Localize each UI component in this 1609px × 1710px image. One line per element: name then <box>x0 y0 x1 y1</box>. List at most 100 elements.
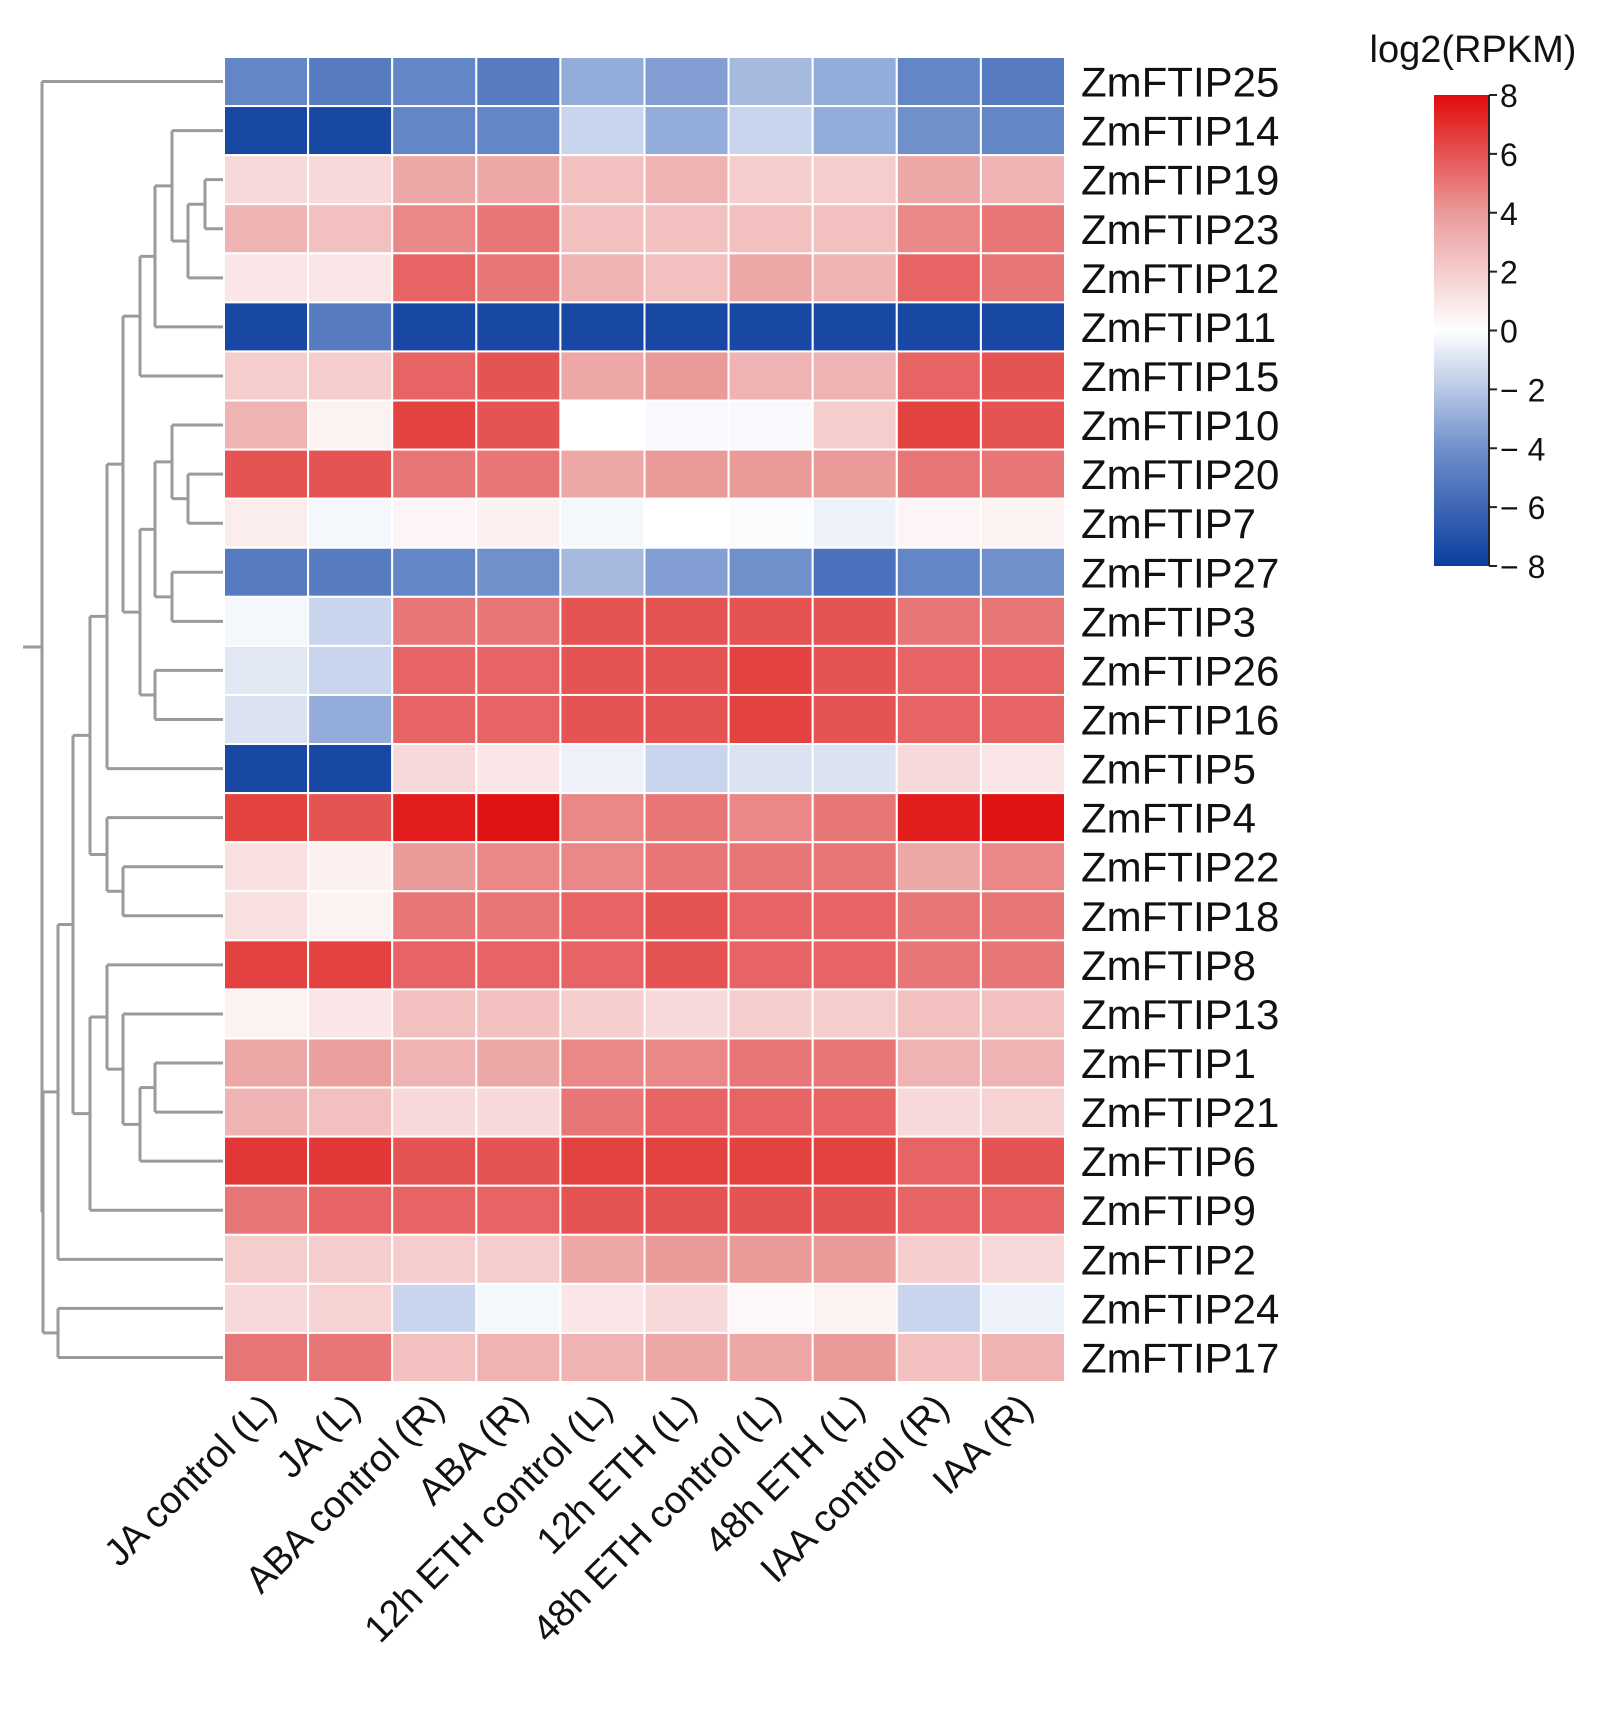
heatmap-cell <box>643 1037 730 1089</box>
heatmap-cell <box>895 350 982 402</box>
heatmap-cell <box>895 841 982 893</box>
heatmap-cell <box>979 644 1067 696</box>
heatmap-cell <box>475 497 562 549</box>
heatmap-cell <box>307 497 394 549</box>
heatmap-cell <box>811 105 898 157</box>
row-label: ZmFTIP9 <box>1081 1187 1256 1234</box>
heatmap-cell <box>307 693 394 746</box>
heatmap-cell <box>643 792 730 844</box>
colorbar-tick-label: − 6 <box>1500 490 1545 526</box>
heatmap-cell <box>559 939 646 991</box>
heatmap-cell <box>727 1282 814 1334</box>
row-label: ZmFTIP20 <box>1081 451 1279 498</box>
colorbar-tick-label: 8 <box>1500 78 1518 114</box>
heatmap-cell <box>643 743 730 795</box>
column-labels: JA control (L)JA (L)ABA control (R)ABA (… <box>96 1387 1041 1651</box>
heatmap-cell <box>307 448 394 500</box>
heatmap-cell <box>223 693 310 746</box>
heatmap-cell <box>475 743 562 795</box>
heatmap-cell <box>559 546 646 598</box>
heatmap-cell <box>391 105 478 157</box>
heatmap-cell <box>979 792 1067 844</box>
heatmap-cell <box>223 399 310 451</box>
heatmap-cell <box>979 890 1067 942</box>
heatmap-cell <box>643 497 730 549</box>
heatmap-cell <box>475 1135 562 1187</box>
heatmap-cell <box>979 399 1067 451</box>
heatmap-cell <box>811 1086 898 1138</box>
heatmap-cell <box>895 743 982 795</box>
heatmap-cell <box>559 350 646 402</box>
heatmap-cell <box>979 203 1067 255</box>
heatmap-cell <box>727 988 814 1040</box>
heatmap-cell <box>559 154 646 206</box>
heatmap-cell <box>643 988 730 1040</box>
heatmap-cell <box>895 203 982 255</box>
heatmap-cell <box>979 1331 1067 1383</box>
heatmap-cell <box>307 939 394 991</box>
heatmap-cell <box>643 595 730 647</box>
heatmap-cell <box>307 203 394 255</box>
heatmap-cell <box>559 841 646 893</box>
heatmap-cell <box>475 154 562 206</box>
heatmap-cell <box>727 56 814 108</box>
heatmap-cell <box>811 841 898 893</box>
heatmap-cell <box>475 203 562 255</box>
heatmap-cell <box>475 792 562 844</box>
heatmap-cell <box>223 1233 310 1285</box>
heatmap-cell <box>979 497 1067 549</box>
heatmap-cell <box>895 644 982 696</box>
heatmap-cell <box>391 939 478 991</box>
heatmap-cell <box>391 497 478 549</box>
heatmap-cell <box>979 56 1067 108</box>
heatmap-cell <box>811 939 898 991</box>
heatmap-cell <box>895 792 982 844</box>
heatmap-cell <box>643 1331 730 1383</box>
heatmap-cell <box>811 350 898 402</box>
heatmap-cell <box>979 1233 1067 1285</box>
heatmap-cell <box>979 1135 1067 1187</box>
row-label: ZmFTIP22 <box>1081 844 1279 891</box>
row-label: ZmFTIP2 <box>1081 1236 1256 1283</box>
heatmap-cell <box>391 1282 478 1334</box>
heatmap-cell <box>475 546 562 598</box>
heatmap-cell <box>811 497 898 549</box>
heatmap-cell <box>223 252 310 304</box>
row-label: ZmFTIP3 <box>1081 598 1256 645</box>
row-label: ZmFTIP12 <box>1081 255 1279 302</box>
heatmap-cell <box>727 939 814 991</box>
heatmap-cell <box>727 1135 814 1187</box>
heatmap-cell <box>811 546 898 598</box>
heatmap-cell <box>475 644 562 696</box>
heatmap-cell <box>811 1184 898 1236</box>
row-label: ZmFTIP25 <box>1081 59 1279 106</box>
heatmap-cell <box>979 301 1067 353</box>
heatmap-cell <box>391 252 478 304</box>
heatmap-cell <box>727 203 814 255</box>
heatmap-cell <box>307 1037 394 1089</box>
heatmap-cell <box>559 792 646 844</box>
colorbar-title: log2(RPKM) <box>1370 29 1577 71</box>
heatmap-cell <box>223 105 310 157</box>
heatmap-cell <box>643 939 730 991</box>
heatmap-cell <box>727 1037 814 1089</box>
heatmap-cell <box>559 203 646 255</box>
heatmap-cell <box>559 595 646 647</box>
heatmap-cell <box>391 546 478 598</box>
heatmap-cell <box>727 448 814 500</box>
heatmap-cell <box>811 1233 898 1285</box>
heatmap-cell <box>223 1282 310 1334</box>
row-label: ZmFTIP5 <box>1081 746 1256 793</box>
heatmap-cell <box>391 1184 478 1236</box>
heatmap-cell <box>307 546 394 598</box>
heatmap-cell <box>643 1282 730 1334</box>
row-label: ZmFTIP4 <box>1081 795 1256 842</box>
heatmap-cell <box>391 988 478 1040</box>
heatmap-cell <box>223 792 310 844</box>
colorbar-tick-label: − 8 <box>1500 549 1545 585</box>
heatmap-cell <box>559 1184 646 1236</box>
heatmap-cell <box>727 497 814 549</box>
heatmap-cell <box>811 1037 898 1089</box>
heatmap-cell <box>643 644 730 696</box>
